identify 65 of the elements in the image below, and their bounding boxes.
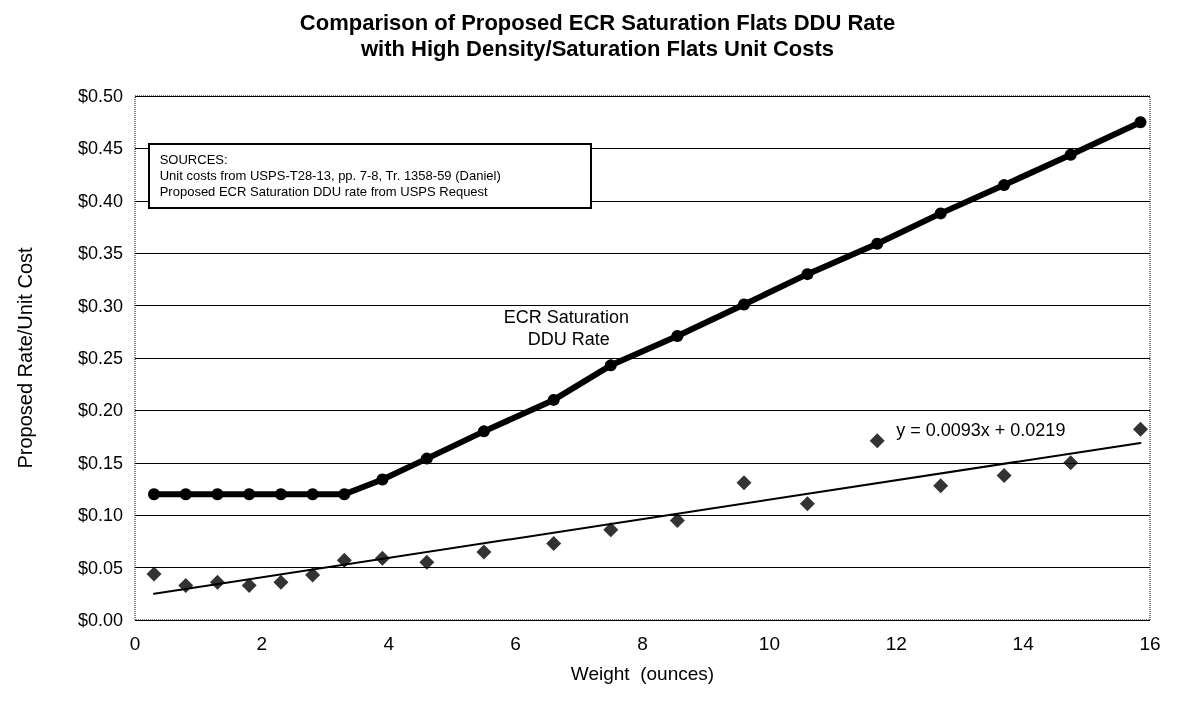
point — [1132, 421, 1148, 437]
point — [211, 488, 224, 501]
x-tick-label: 0 — [129, 633, 141, 654]
x-tick-label: 16 — [1139, 633, 1161, 654]
point — [148, 488, 161, 501]
point — [604, 359, 617, 372]
point — [799, 496, 815, 512]
point — [801, 268, 814, 281]
y-tick-label: $0.45 — [77, 138, 123, 159]
point — [1134, 116, 1147, 129]
point — [305, 567, 321, 583]
point — [738, 298, 750, 311]
point — [273, 574, 289, 590]
annotation: Unit costs from USPS-T28-13, pp. 7-8, Tr. 1358-59 (Daniel) — [159, 168, 502, 185]
x-tick-label: 14 — [1012, 633, 1035, 654]
point — [338, 488, 351, 501]
annotation: SOURCES: — [159, 152, 229, 169]
y-axis-title: Proposed Rate/Unit Cost — [14, 246, 36, 469]
point — [933, 478, 949, 494]
point — [871, 237, 884, 250]
x-tick-label: 10 — [758, 633, 780, 654]
y-tick-label: $0.00 — [77, 610, 123, 630]
y-tick-label: $0.30 — [77, 295, 123, 316]
x-tick-label: 6 — [510, 633, 521, 654]
y-tick-label: $0.10 — [77, 505, 123, 526]
point — [274, 488, 287, 501]
point — [243, 488, 256, 501]
sources-note-box: SOURCES: Unit costs from USPS-T28-13, pp. 7-8, Tr. 1358-59 (Daniel) Proposed ECR Saturation DDU rate from USPS Request — [147, 143, 592, 210]
y-tick-label: $0.05 — [77, 557, 123, 578]
point — [476, 544, 492, 560]
point — [179, 488, 192, 501]
point — [1063, 455, 1079, 471]
point — [306, 488, 319, 501]
y-tick-label: $0.35 — [77, 243, 123, 264]
point — [241, 577, 257, 593]
y-tick-label: $0.15 — [77, 452, 123, 473]
point — [736, 475, 752, 491]
x-tick-label: 4 — [383, 633, 395, 654]
point — [669, 512, 685, 528]
point — [603, 522, 619, 538]
y-tick-label: $0.50 — [77, 86, 123, 106]
chart-title: Comparison of Proposed ECR Saturation Flats DDU Rate with High Density/Saturation Flats Unit Costs — [299, 9, 896, 61]
point — [996, 467, 1012, 483]
point — [998, 179, 1011, 192]
y-tick-label: $0.40 — [77, 190, 123, 211]
point — [671, 329, 684, 342]
x-axis-title: Weight (ounces) — [570, 663, 715, 684]
annotation: Proposed ECR Saturation DDU rate from USPS Request — [159, 184, 489, 201]
point — [146, 566, 162, 582]
point — [419, 554, 435, 570]
y-tick-label: $0.20 — [77, 400, 123, 421]
point — [934, 207, 947, 220]
x-tick-label: 2 — [256, 633, 268, 654]
series-label: ECR Saturation DDU Rate — [503, 306, 629, 349]
point — [376, 473, 389, 486]
x-tick-label: 12 — [885, 633, 907, 654]
point — [420, 452, 433, 465]
y-tick-label: $0.25 — [77, 348, 123, 368]
annotation: y = 0.0093x + 0.0219 — [896, 419, 1066, 440]
x-tick-label: 8 — [637, 633, 648, 654]
point — [477, 425, 490, 438]
point — [546, 536, 562, 551]
point — [547, 393, 560, 406]
point — [1064, 148, 1077, 161]
point — [869, 433, 885, 449]
